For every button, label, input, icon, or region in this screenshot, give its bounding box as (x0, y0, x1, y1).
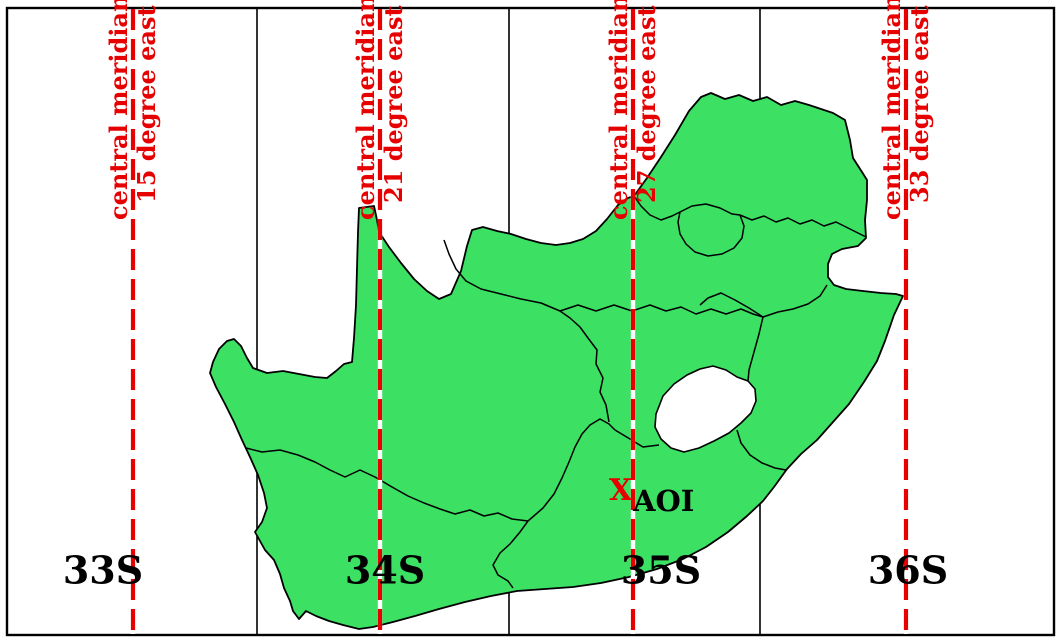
province-border-limpopo-south-west (633, 195, 681, 221)
meridian-label-line2: 33 degree east (905, 5, 934, 203)
meridian-label-line1: central meridian (877, 0, 906, 220)
province-border-fs-kzn (747, 316, 764, 382)
meridian-label-27e: central meridian 27 degree east (604, 0, 663, 220)
province-border-nc-nw (443, 239, 561, 312)
province-borders (245, 195, 867, 589)
zone-label-35s: 35S (620, 547, 702, 593)
meridian-label-line2: 27 degree east (632, 5, 661, 203)
south-africa-landmass (209, 92, 904, 630)
central-meridian-lines (130, 9, 909, 634)
zone-label-34s: 34S (344, 547, 426, 593)
meridian-label-line2: 15 degree east (132, 5, 161, 203)
province-border-wc-ec (492, 520, 529, 589)
meridian-label-line1: central meridian (351, 0, 380, 220)
meridian-dashes (130, 9, 909, 634)
province-border-limpopo-mp (739, 214, 867, 238)
province-border-gauteng (677, 203, 745, 257)
province-border-mp-kzn-east (762, 284, 828, 318)
lesotho-enclave (654, 365, 757, 453)
province-border-ec-fs (614, 429, 660, 448)
meridian-label-line1: central meridian (604, 0, 633, 220)
province-border-nc-wc (245, 447, 529, 522)
meridian-label-21e: central meridian 21 degree east (351, 0, 410, 220)
province-border-ec-kzn (736, 429, 787, 471)
zone-label-36s: 36S (867, 547, 949, 593)
province-border-fs-nw-vaal (559, 304, 764, 318)
aoi-marker-x: X (609, 473, 633, 508)
province-border-nc-fs (559, 310, 610, 423)
province-border-ec-nc (527, 418, 616, 522)
aoi-label: AOI (633, 484, 695, 518)
meridian-label-15e: central meridian 15 degree east (104, 0, 163, 220)
meridian-label-33e: central meridian 33 degree east (877, 0, 936, 220)
meridian-label-line1: central meridian (104, 0, 133, 220)
zone-label-33s: 33S (62, 547, 144, 593)
province-border-mp-kzn-west (699, 292, 764, 318)
meridian-label-line2: 21 degree east (379, 5, 408, 203)
